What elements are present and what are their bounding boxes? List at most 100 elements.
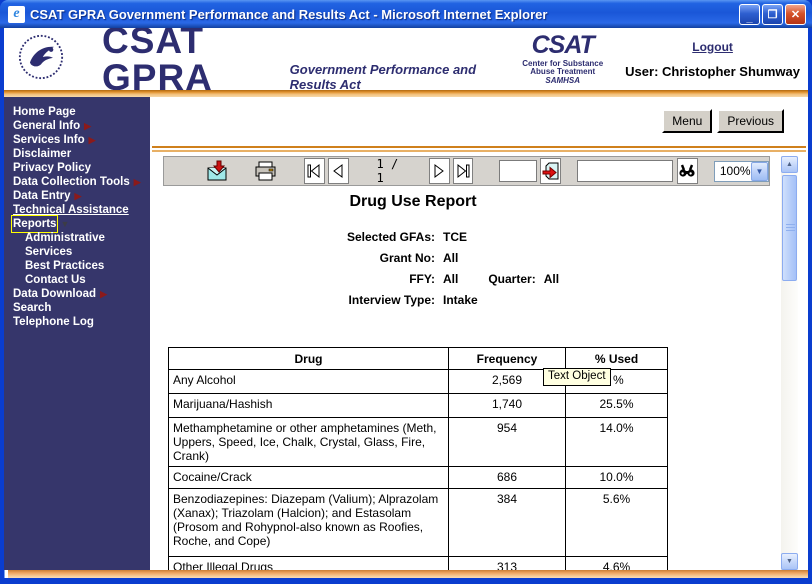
prev-page-icon[interactable] (327, 158, 349, 184)
goto-page-input[interactable] (499, 160, 538, 182)
chevron-right-icon: ▶ (84, 121, 92, 131)
zoom-level-value: 100% (719, 164, 751, 178)
minimize-button[interactable]: _ (739, 3, 760, 25)
table-row: Methamphetamine or other amphetamines (M… (168, 417, 668, 467)
next-page-icon[interactable] (428, 158, 450, 184)
sidebar-item-label: Data Download (13, 288, 97, 300)
sidebar-item-label: Home Page (13, 106, 76, 118)
search-text-input[interactable] (577, 160, 674, 182)
report-table-body: Any Alcohol 2,569% Marijuana/Hashish 1,740 2… (168, 369, 668, 578)
menu-button[interactable]: Menu (662, 109, 713, 133)
previous-button[interactable]: Previous (717, 109, 784, 133)
browser-client-area: CSAT GPRA Government Performance and Res… (4, 28, 808, 578)
ffy-value: All (443, 272, 459, 286)
sidebar-item-privacy-policy[interactable]: Privacy Policy (4, 161, 150, 175)
chevron-down-icon: ▼ (60, 219, 70, 229)
gfa-label: Selected GFAs: (346, 230, 435, 244)
table-row: Marijuana/Hashish 1,740 25.5% (168, 393, 668, 418)
sidebar-item-label: Privacy Policy (13, 162, 91, 174)
csat-logo: CSAT Center for Substance Abuse Treatmen… (522, 31, 604, 86)
logout-link[interactable]: Logout (692, 39, 733, 54)
sidebar-item-label: Telephone Log (13, 316, 94, 328)
sidebar-item-telephone-log[interactable]: Telephone Log (4, 315, 150, 329)
goto-page-icon[interactable] (540, 158, 562, 184)
vertical-scrollbar[interactable]: ▲ ▼ (781, 156, 798, 570)
col-header-frequency: Frequency (448, 347, 566, 370)
sidebar-item-data-entry[interactable]: Data Entry ▶ (4, 189, 150, 203)
sidebar-item-technical-assistance[interactable]: Technical Assistance (4, 203, 150, 217)
sidebar-item-general-info[interactable]: General Info ▶ (4, 119, 150, 133)
pct-used-cell: 10.0% (565, 466, 668, 489)
report-page: Drug Use Report Selected GFAs: TCE Grant… (163, 187, 776, 578)
text-object-tooltip: Text Object (543, 368, 611, 386)
window-border-right (808, 28, 812, 584)
sidebar-item-label: Search (13, 302, 52, 314)
chevron-down-icon[interactable]: ▼ (751, 161, 769, 181)
table-row: Benzodiazepines: Diazepam (Valium); Alpr… (168, 488, 668, 557)
hhs-eagle-logo (18, 34, 64, 85)
sidebar-item-services[interactable]: Services (4, 245, 150, 259)
sidebar-item-label: Best Practices (25, 260, 105, 272)
interview-type-value: Intake (443, 293, 478, 307)
first-page-icon[interactable] (304, 158, 325, 184)
sidebar-item-label: Administrative (25, 232, 105, 244)
close-button[interactable]: ✕ (785, 3, 806, 25)
sidebar-item-label: General Info (13, 120, 81, 132)
sidebar-item-data-download[interactable]: Data Download ▶ (4, 287, 150, 301)
report-parameters: Selected GFAs: TCE Grant No: All FFY: Al… (163, 230, 776, 314)
sidebar-item-contact-us[interactable]: Contact Us (4, 273, 150, 287)
app-header: CSAT GPRA Government Performance and Res… (4, 28, 808, 96)
chevron-right-icon: ▶ (74, 191, 82, 201)
sidebar-nav: Home Page General Info ▶ Services Info ▶ Disc… (4, 97, 150, 570)
export-icon[interactable] (206, 159, 230, 183)
drug-cell: Methamphetamine or other amphetamines (M… (168, 417, 449, 467)
app-brand-subtitle: Government Performance and Results Act (289, 62, 477, 92)
page-indicator: 1 / 1 (376, 157, 399, 185)
col-header-drug: Drug (168, 347, 449, 370)
sidebar-item-label: Contact Us (25, 274, 86, 286)
drug-cell: Marijuana/Hashish (168, 393, 449, 418)
sidebar-item-administrative[interactable]: Administrative (4, 231, 150, 245)
logged-in-user: User: Christopher Shumway (625, 63, 800, 79)
quarter-label: Quarter: (488, 272, 536, 286)
sidebar-item-label: Data Entry (13, 190, 71, 202)
report-toolbar: 1 / 1 (163, 156, 770, 186)
content-divider (152, 146, 806, 152)
chevron-right-icon: ▶ (88, 135, 96, 145)
grant-label: Grant No: (379, 251, 435, 265)
interview-type-label: Interview Type: (348, 293, 435, 307)
sidebar-item-label: Reports (10, 215, 59, 233)
print-icon[interactable] (254, 159, 278, 183)
scrollbar-thumb[interactable] (782, 175, 797, 281)
frequency-cell: 384 (448, 488, 566, 557)
drug-cell: Benzodiazepines: Diazepam (Valium); Alpr… (168, 488, 449, 557)
report-table-wrap: Drug Frequency % Used Any Alcohol 2,569% M… (168, 347, 668, 578)
pct-used-cell: 14.0% (565, 417, 668, 467)
title-bar: e CSAT GPRA Government Performance and R… (0, 0, 812, 28)
pct-used-cell: 25.5% (565, 393, 668, 418)
maximize-button[interactable]: ❐ (762, 3, 783, 25)
drug-cell: Cocaine/Crack (168, 466, 449, 489)
main-content: Menu Previous (150, 97, 808, 578)
scroll-down-icon[interactable]: ▼ (781, 553, 798, 570)
frequency-cell: 954 (448, 417, 566, 467)
last-page-icon[interactable] (452, 158, 474, 184)
sidebar-item-best-practices[interactable]: Best Practices (4, 259, 150, 273)
table-row: Cocaine/Crack 686 10.0% (168, 466, 668, 489)
quarter-value: All (543, 272, 560, 286)
window-border-left (0, 28, 4, 584)
sidebar-item-search[interactable]: Search (4, 301, 150, 315)
sidebar-item-disclaimer[interactable]: Disclaimer (4, 147, 150, 161)
sidebar-item-label: Technical Assistance (13, 204, 129, 216)
sidebar-item-services-info[interactable]: Services Info ▶ (4, 133, 150, 147)
zoom-level-dropdown[interactable]: 100% ▼ (713, 160, 770, 182)
find-icon[interactable] (677, 158, 698, 184)
window-title: CSAT GPRA Government Performance and Res… (30, 6, 548, 22)
sidebar-item-data-collection-tools[interactable]: Data Collection Tools ▶ (4, 175, 150, 189)
sidebar-item-home-page[interactable]: Home Page (4, 105, 150, 119)
scroll-up-icon[interactable]: ▲ (781, 156, 798, 173)
col-header-pct-used: % Used (565, 347, 668, 370)
chevron-right-icon: ▶ (133, 177, 141, 187)
sidebar-item-reports[interactable]: Reports ▼ (4, 215, 150, 233)
